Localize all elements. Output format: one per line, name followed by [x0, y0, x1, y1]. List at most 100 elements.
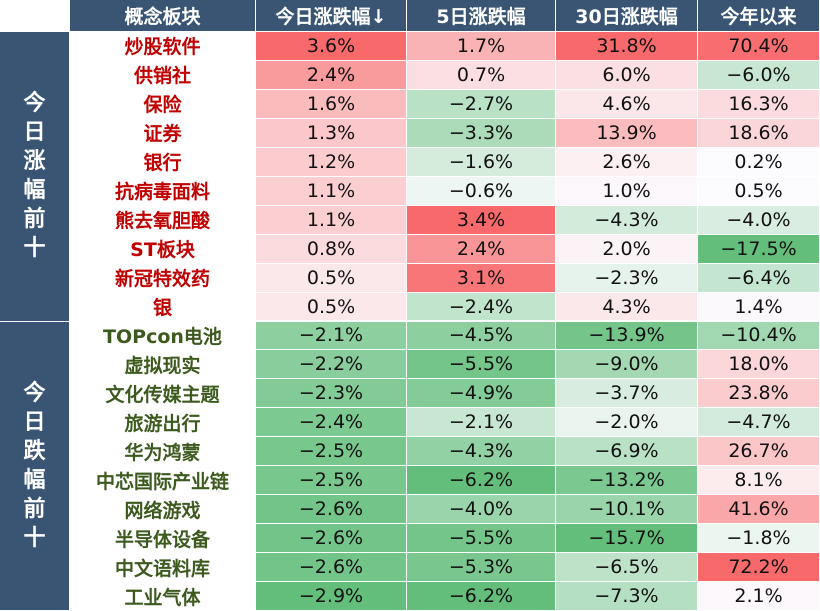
value-cell: −3.7%: [556, 379, 698, 408]
value-cell: −5.3%: [407, 553, 556, 582]
value-cell: −4.5%: [407, 322, 556, 351]
value-cell: 2.1%: [698, 582, 820, 611]
value-cell: −2.6%: [256, 524, 407, 553]
value-cell: 2.0%: [556, 235, 698, 264]
value-cell: −9.0%: [556, 350, 698, 379]
value-cell: 0.5%: [698, 177, 820, 206]
value-cell: 1.6%: [256, 90, 407, 119]
value-cell: −0.6%: [407, 177, 556, 206]
value-cell: −6.0%: [698, 61, 820, 90]
value-cell: 0.5%: [256, 264, 407, 293]
value-cell: −6.2%: [407, 582, 556, 611]
value-cell: 18.6%: [698, 119, 820, 148]
sector-name: 保险: [70, 90, 256, 119]
value-cell: 18.0%: [698, 350, 820, 379]
group-label-char: 十: [23, 234, 45, 263]
sector-name: 工业气体: [70, 582, 256, 611]
column-header: 5日涨跌幅: [407, 0, 556, 32]
value-cell: −4.0%: [407, 495, 556, 524]
value-cell: 1.3%: [256, 119, 407, 148]
value-cell: −2.0%: [556, 408, 698, 437]
value-cell: 1.7%: [407, 32, 556, 61]
sector-name: 华为鸿蒙: [70, 437, 256, 466]
value-cell: 0.2%: [698, 148, 820, 177]
value-cell: 1.2%: [256, 148, 407, 177]
sector-name: 中文语料库: [70, 553, 256, 582]
value-cell: −4.9%: [407, 379, 556, 408]
sector-name: 炒股软件: [70, 32, 256, 61]
value-cell: −2.6%: [256, 495, 407, 524]
value-cell: 2.4%: [407, 235, 556, 264]
value-cell: −2.6%: [256, 553, 407, 582]
value-cell: 3.1%: [407, 264, 556, 293]
group-label-char: 跌: [23, 437, 45, 466]
value-cell: 0.5%: [256, 293, 407, 322]
value-cell: 4.6%: [556, 90, 698, 119]
value-cell: 2.4%: [256, 61, 407, 90]
sector-name: 抗病毒面料: [70, 177, 256, 206]
group-label-char: 涨: [23, 147, 45, 176]
value-cell: −2.3%: [256, 379, 407, 408]
value-cell: 23.8%: [698, 379, 820, 408]
value-cell: 70.4%: [698, 32, 820, 61]
value-cell: −17.5%: [698, 235, 820, 264]
value-cell: 4.3%: [556, 293, 698, 322]
value-cell: −4.0%: [698, 206, 820, 235]
value-cell: −4.3%: [407, 437, 556, 466]
value-cell: −6.2%: [407, 466, 556, 495]
column-header: 30日涨跌幅: [556, 0, 698, 32]
sector-name: 半导体设备: [70, 524, 256, 553]
value-cell: −5.5%: [407, 524, 556, 553]
value-cell: −10.4%: [698, 322, 820, 351]
value-cell: 0.8%: [256, 235, 407, 264]
value-cell: −13.2%: [556, 466, 698, 495]
value-cell: 1.0%: [556, 177, 698, 206]
value-cell: 1.4%: [698, 293, 820, 322]
sector-name: 证券: [70, 119, 256, 148]
value-cell: −3.3%: [407, 119, 556, 148]
value-cell: −2.7%: [407, 90, 556, 119]
value-cell: 1.1%: [256, 177, 407, 206]
group-label: 今日涨幅前十: [0, 32, 70, 322]
value-cell: 6.0%: [556, 61, 698, 90]
value-cell: −6.5%: [556, 553, 698, 582]
group-label-char: 前: [23, 495, 45, 524]
value-cell: −10.1%: [556, 495, 698, 524]
group-label-char: 十: [23, 524, 45, 553]
sector-name: 银: [70, 293, 256, 322]
value-cell: −15.7%: [556, 524, 698, 553]
group-label-char: 日: [23, 408, 45, 437]
value-cell: 3.4%: [407, 206, 556, 235]
value-cell: 72.2%: [698, 553, 820, 582]
value-cell: −2.4%: [407, 293, 556, 322]
column-header: 概念板块: [70, 0, 256, 32]
value-cell: −1.8%: [698, 524, 820, 553]
value-cell: −2.5%: [256, 466, 407, 495]
group-label-char: 日: [23, 118, 45, 147]
value-cell: 0.7%: [407, 61, 556, 90]
group-label-char: 前: [23, 205, 45, 234]
sector-name: 网络游戏: [70, 495, 256, 524]
column-header: 今日涨跌幅↓: [256, 0, 407, 32]
value-cell: −6.4%: [698, 264, 820, 293]
value-cell: −2.1%: [256, 322, 407, 351]
value-cell: 3.6%: [256, 32, 407, 61]
sector-name: TOPcon电池: [70, 322, 256, 351]
value-cell: −2.2%: [256, 350, 407, 379]
value-cell: −2.4%: [256, 408, 407, 437]
value-cell: −4.3%: [556, 206, 698, 235]
value-cell: −2.1%: [407, 408, 556, 437]
value-cell: 13.9%: [556, 119, 698, 148]
sector-name: 银行: [70, 148, 256, 177]
sector-name: 文化传媒主题: [70, 379, 256, 408]
group-label-char: 幅: [23, 176, 45, 205]
group-label: 今日跌幅前十: [0, 322, 70, 611]
value-cell: −5.5%: [407, 350, 556, 379]
value-cell: 16.3%: [698, 90, 820, 119]
value-cell: 31.8%: [556, 32, 698, 61]
value-cell: 26.7%: [698, 437, 820, 466]
sector-name: 旅游出行: [70, 408, 256, 437]
value-cell: −6.9%: [556, 437, 698, 466]
value-cell: −2.3%: [556, 264, 698, 293]
value-cell: −4.7%: [698, 408, 820, 437]
